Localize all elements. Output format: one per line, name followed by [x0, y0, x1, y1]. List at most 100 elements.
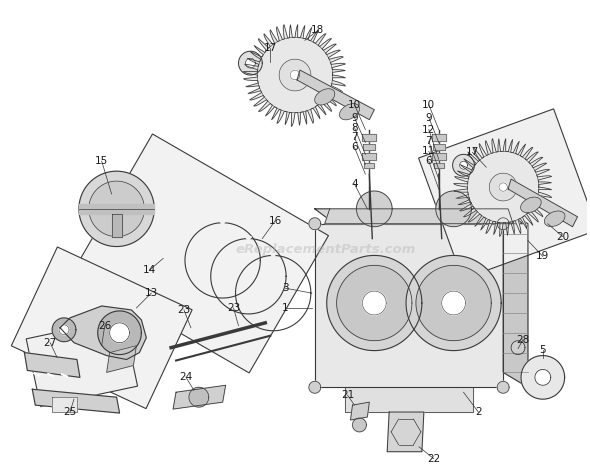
- Polygon shape: [511, 341, 525, 355]
- Polygon shape: [32, 389, 120, 413]
- Polygon shape: [337, 266, 412, 341]
- Text: 20: 20: [556, 232, 569, 242]
- Polygon shape: [24, 352, 80, 378]
- Polygon shape: [436, 191, 471, 227]
- Text: 26: 26: [98, 321, 112, 331]
- Text: 4: 4: [351, 179, 358, 189]
- Polygon shape: [432, 153, 445, 160]
- Polygon shape: [315, 224, 503, 387]
- Text: 24: 24: [179, 372, 192, 382]
- Text: 17: 17: [466, 147, 479, 157]
- Polygon shape: [173, 385, 225, 409]
- Text: 6: 6: [425, 156, 432, 166]
- Polygon shape: [362, 153, 376, 160]
- Polygon shape: [11, 247, 192, 409]
- Text: 9: 9: [425, 113, 432, 123]
- Ellipse shape: [314, 89, 335, 105]
- Text: 6: 6: [351, 142, 358, 153]
- Polygon shape: [356, 191, 392, 227]
- Text: 16: 16: [268, 216, 282, 226]
- Polygon shape: [89, 181, 145, 237]
- Ellipse shape: [545, 211, 565, 226]
- Polygon shape: [245, 237, 251, 240]
- Text: 11: 11: [422, 146, 435, 156]
- Polygon shape: [26, 318, 137, 407]
- Ellipse shape: [339, 104, 359, 120]
- Text: 17: 17: [264, 43, 277, 53]
- Text: 22: 22: [427, 454, 440, 464]
- Polygon shape: [327, 255, 422, 351]
- Polygon shape: [418, 109, 590, 279]
- Polygon shape: [535, 369, 550, 385]
- Polygon shape: [79, 171, 154, 246]
- Polygon shape: [279, 59, 311, 91]
- Polygon shape: [189, 387, 209, 407]
- Text: 9: 9: [351, 113, 358, 123]
- Text: 23: 23: [227, 303, 240, 313]
- Polygon shape: [244, 25, 345, 126]
- Polygon shape: [365, 163, 374, 168]
- Polygon shape: [387, 412, 424, 452]
- Polygon shape: [309, 218, 321, 230]
- Polygon shape: [508, 179, 578, 227]
- Polygon shape: [219, 221, 225, 225]
- Polygon shape: [309, 381, 321, 393]
- Polygon shape: [489, 173, 517, 201]
- Polygon shape: [433, 145, 445, 150]
- Polygon shape: [460, 161, 467, 169]
- Text: 28: 28: [516, 335, 530, 345]
- Polygon shape: [52, 397, 77, 412]
- Polygon shape: [362, 134, 376, 141]
- Text: 27: 27: [44, 338, 57, 348]
- Polygon shape: [363, 145, 375, 150]
- Text: 23: 23: [178, 305, 191, 315]
- Polygon shape: [107, 345, 136, 372]
- Polygon shape: [79, 204, 154, 214]
- Polygon shape: [406, 255, 501, 351]
- Polygon shape: [59, 325, 69, 335]
- Text: 1: 1: [282, 303, 289, 313]
- Polygon shape: [245, 58, 255, 68]
- Polygon shape: [98, 311, 142, 354]
- Polygon shape: [442, 291, 466, 315]
- Polygon shape: [270, 253, 276, 258]
- Ellipse shape: [520, 197, 541, 213]
- Polygon shape: [453, 154, 474, 176]
- Text: 8: 8: [351, 123, 358, 133]
- Polygon shape: [60, 306, 146, 359]
- Polygon shape: [499, 183, 507, 191]
- Text: 3: 3: [282, 283, 289, 293]
- Text: 25: 25: [63, 407, 77, 417]
- Polygon shape: [52, 318, 76, 342]
- Text: 10: 10: [348, 100, 361, 110]
- Polygon shape: [362, 291, 386, 315]
- Polygon shape: [432, 134, 445, 141]
- Text: 5: 5: [539, 345, 546, 355]
- Text: 7: 7: [351, 133, 358, 142]
- Polygon shape: [324, 209, 513, 224]
- Polygon shape: [434, 163, 444, 168]
- Polygon shape: [352, 418, 366, 432]
- Polygon shape: [112, 214, 122, 237]
- Text: 12: 12: [422, 125, 435, 134]
- Text: 21: 21: [341, 390, 354, 400]
- Text: 10: 10: [422, 100, 435, 110]
- Polygon shape: [503, 209, 528, 387]
- Polygon shape: [416, 266, 491, 341]
- Text: 7: 7: [425, 136, 432, 146]
- Polygon shape: [290, 70, 300, 80]
- Polygon shape: [238, 51, 263, 75]
- Text: 15: 15: [95, 156, 109, 166]
- Text: eReplacementParts.com: eReplacementParts.com: [235, 244, 416, 257]
- Polygon shape: [315, 209, 523, 224]
- Polygon shape: [350, 402, 369, 420]
- Text: 19: 19: [536, 252, 549, 261]
- Polygon shape: [110, 323, 129, 343]
- Text: 14: 14: [143, 266, 156, 275]
- Polygon shape: [73, 134, 329, 373]
- Polygon shape: [345, 387, 473, 412]
- Text: 18: 18: [311, 26, 324, 35]
- Polygon shape: [497, 218, 509, 230]
- Polygon shape: [521, 356, 565, 399]
- Polygon shape: [454, 139, 552, 237]
